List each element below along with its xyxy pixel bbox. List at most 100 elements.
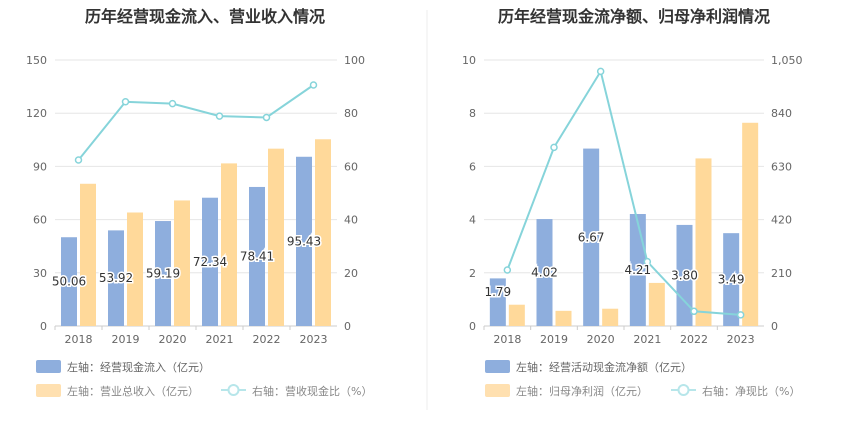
chart-panel-left: 历年经营现金流入、营业收入情况 50.06 53.92 59.19 72.34 78.4… [26, 7, 372, 398]
legend-label: 左轴：营业总收入（亿元） [67, 384, 199, 398]
y-right-tick-label: 0 [771, 320, 778, 333]
y-left-tick-label: 2 [469, 267, 476, 280]
data-label: 59.19 [146, 267, 180, 281]
legend-swatch-marker [227, 384, 240, 396]
x-tick-label: 2022 [253, 333, 281, 346]
legend-swatch-bar-blue [485, 360, 510, 373]
bar-left-series-2 [602, 308, 619, 326]
x-tick-label: 2021 [633, 333, 661, 346]
line-point [736, 311, 745, 319]
y-left-tick-label: 4 [469, 214, 476, 227]
data-label: 3.80 [671, 268, 698, 282]
line-point [74, 156, 83, 164]
legend: 左轴：经营现金流入（亿元） 左轴：营业总收入（亿元） 右轴：营收现金比（%） [36, 360, 372, 398]
bar-left-series-2 [508, 304, 525, 326]
legend-label: 左轴：经营现金流入（亿元） [67, 360, 210, 374]
y-right-tick-label: 0 [344, 320, 351, 333]
legend-label: 左轴：归母净利润（亿元） [516, 384, 648, 398]
legend-swatch-marker [677, 384, 690, 396]
y-axis-right: 0 20 40 60 80 100 [344, 54, 365, 333]
y-left-tick-label: 60 [33, 214, 47, 227]
line-point [309, 81, 318, 89]
bar-left-series-2 [742, 122, 759, 326]
x-tick-label: 2023 [300, 333, 328, 346]
bar-left-series-1 [723, 233, 740, 326]
legend: 左轴：经营活动现金流净额（亿元） 左轴：归母净利润（亿元） 右轴：净现比（%） [485, 360, 800, 398]
legend-label: 右轴：营收现金比（%） [252, 384, 372, 398]
line-point [503, 266, 512, 274]
data-label: 4.21 [624, 263, 651, 277]
bar-left-series-2 [80, 183, 96, 326]
x-tick-label: 2022 [680, 333, 708, 346]
bar-left-series-2 [174, 200, 190, 326]
x-axis: 2018 2019 2020 2021 2022 2023 [483, 326, 755, 346]
legend-label: 左轴：经营活动现金流净额（亿元） [516, 360, 692, 374]
data-labels: 1.79 4.02 6.67 4.21 3.80 3.49 [483, 229, 746, 301]
y-right-tick-label: 80 [344, 107, 358, 120]
y-left-tick-label: 150 [26, 54, 47, 67]
y-left-tick-label: 6 [469, 160, 476, 173]
data-label: 4.02 [531, 266, 558, 280]
x-tick-label: 2018 [493, 333, 521, 346]
y-right-tick-label: 1,050 [771, 54, 803, 67]
data-label: 3.49 [718, 273, 745, 287]
bar-left-series-1 [536, 219, 553, 326]
bar-left-series-2 [648, 282, 665, 326]
data-label: 53.92 [99, 271, 133, 285]
bars-series-1 [489, 148, 740, 326]
bar-left-series-2 [127, 212, 143, 326]
bar-left-series-1 [296, 156, 312, 326]
bar-left-series-1 [676, 224, 693, 326]
bars-series-2 [80, 139, 331, 326]
y-left-tick-label: 8 [469, 107, 476, 120]
y-left-tick-label: 0 [469, 320, 476, 333]
bar-left-series-2 [555, 310, 572, 326]
line-path [77, 84, 315, 161]
data-label: 95.43 [287, 234, 321, 248]
y-right-tick-label: 630 [771, 160, 792, 173]
y-right-tick-label: 20 [344, 267, 358, 280]
x-tick-label: 2021 [206, 333, 234, 346]
y-left-tick-label: 0 [40, 320, 47, 333]
line-point [596, 67, 605, 76]
x-tick-label: 2023 [727, 333, 755, 346]
line-path [506, 68, 741, 316]
bar-left-series-2 [315, 139, 331, 326]
legend-swatch-bar-orange [36, 384, 61, 397]
y-left-tick-label: 120 [26, 107, 47, 120]
line-point [121, 98, 130, 106]
y-right-tick-label: 60 [344, 160, 358, 173]
bar-left-series-1 [583, 148, 600, 326]
x-tick-label: 2020 [159, 333, 187, 346]
grid [55, 59, 337, 327]
line-point [215, 112, 224, 120]
bar-left-series-1 [61, 237, 77, 326]
x-axis: 2018 2019 2020 2021 2022 2023 [54, 326, 328, 346]
bar-left-series-2 [268, 148, 284, 326]
y-right-tick-label: 210 [771, 267, 792, 280]
bars-series-1 [61, 156, 312, 326]
line-point [262, 113, 271, 122]
x-tick-label: 2018 [65, 333, 93, 346]
bar-left-series-1 [108, 230, 124, 326]
y-left-tick-label: 10 [462, 54, 476, 67]
y-right-tick-label: 420 [771, 214, 792, 227]
line-point [690, 307, 698, 316]
line-point [643, 257, 652, 266]
y-axis-left: 0 30 60 90 120 150 [26, 54, 47, 333]
data-labels: 50.06 53.92 59.19 72.34 78.41 95.43 [50, 233, 322, 290]
legend-label: 右轴：净现比（%） [702, 384, 800, 398]
legend-swatch-bar-orange [485, 384, 510, 397]
data-label: 50.06 [52, 275, 86, 289]
bar-left-series-2 [221, 163, 237, 326]
y-right-tick-label: 840 [771, 107, 792, 120]
y-left-tick-label: 30 [33, 267, 47, 280]
bar-left-series-1 [489, 278, 506, 326]
chart-title: 历年经营现金流净额、归母净利润情况 [498, 7, 770, 26]
y-right-tick-label: 40 [344, 214, 358, 227]
bar-left-series-1 [202, 197, 218, 326]
legend-swatch-bar-blue [36, 360, 61, 373]
line-series [74, 81, 318, 164]
